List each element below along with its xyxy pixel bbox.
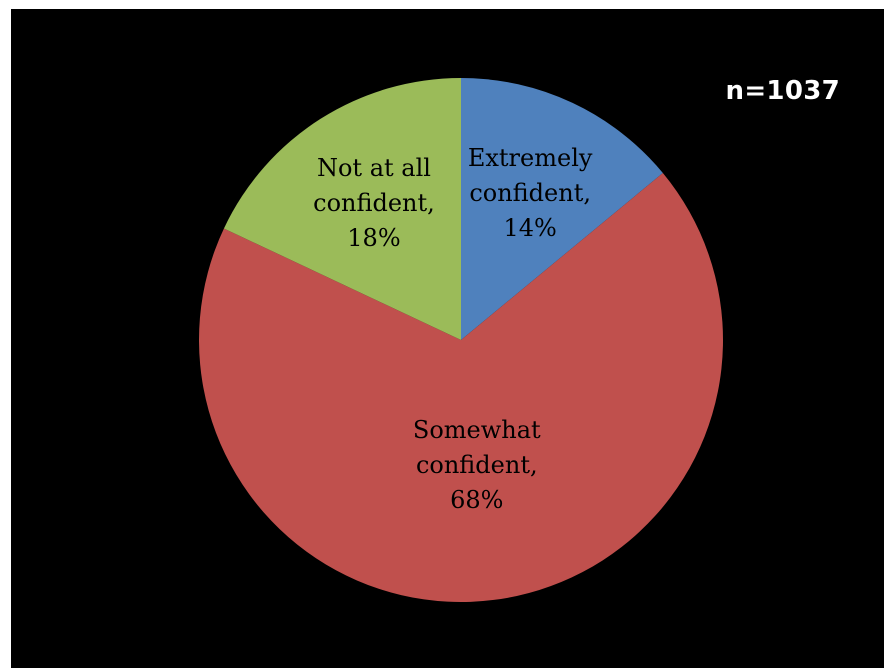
- slice-label-0: Extremely confident, 14%: [468, 144, 593, 242]
- slice-label-line: Somewhat: [413, 416, 541, 444]
- slice-label-line: 18%: [347, 224, 400, 252]
- slice-label-line: confident,: [313, 189, 435, 217]
- slice-label-line: confident,: [469, 179, 591, 207]
- slice-label-2: Not at all confident, 18%: [313, 154, 435, 252]
- pie-slice-1: [198, 172, 723, 602]
- slice-label-1: Somewhat confident, 68%: [413, 416, 541, 514]
- pie-slice-0: [461, 78, 663, 340]
- slice-labels: Extremely confident, 14% Somewhat confident,…: [313, 144, 593, 514]
- slice-label-line: Not at all: [317, 154, 431, 182]
- pie-slice-2: [223, 78, 461, 340]
- slice-label-line: confident,: [416, 451, 538, 479]
- slice-label-line: Extremely: [468, 144, 593, 172]
- pie-slices: [198, 78, 723, 602]
- slice-label-line: 14%: [503, 214, 556, 242]
- sample-size-label: n=1037: [725, 76, 840, 106]
- slice-label-line: 68%: [450, 486, 503, 514]
